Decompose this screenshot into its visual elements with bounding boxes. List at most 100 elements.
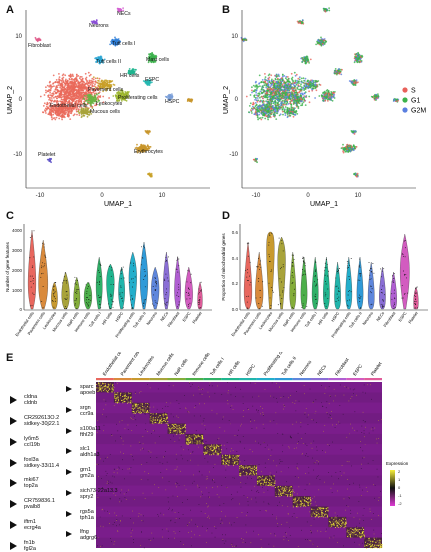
arrow-icon	[10, 438, 17, 446]
cluster-label: Platelet	[38, 152, 56, 158]
cluster-label: Proliferating cells	[118, 95, 158, 101]
arrow-icon	[66, 428, 72, 434]
cluster-label: ESPC	[145, 77, 159, 83]
cluster-label: Tuft cells I	[112, 41, 135, 47]
cluster-color-segment	[346, 378, 364, 380]
violin-mark	[346, 257, 352, 309]
gene-label: spry2	[80, 494, 93, 500]
cluster-label: Leukocytes	[96, 101, 123, 107]
y-tick: 2000	[12, 268, 23, 273]
arrow-icon	[66, 490, 72, 496]
arrow-icon	[66, 469, 72, 475]
cluster-color-segment	[203, 378, 221, 380]
cluster-label: Erythrocytes	[134, 149, 163, 155]
x-axis-label: UMAP_1	[310, 201, 338, 208]
violin-category-label: NECs	[159, 311, 169, 322]
cluster-label: NECs	[117, 11, 131, 17]
cluster-color-segment	[364, 378, 382, 380]
cluster-color-segment	[257, 378, 275, 380]
cluster-label: Fibroblast	[28, 43, 51, 49]
violin-d-marks	[244, 232, 418, 309]
violin-mito-plot: 0.6 0.4 0.2 0.0 Proportion of mitochondr…	[216, 212, 431, 352]
violin-category-label: Platelet	[191, 310, 203, 325]
arrow-icon	[66, 386, 72, 392]
legend-tick: 0	[398, 485, 401, 490]
y-tick: 0.0	[232, 307, 239, 312]
cluster-label: HR cells	[120, 73, 140, 79]
violin-mark	[28, 230, 36, 309]
legend-tick: 2	[398, 469, 401, 474]
umap-phase-plot: 10 0 -10 -10 0 10 UMAP_1 UMAP_2 S G1 G2M	[216, 0, 431, 210]
gene-label: ccr9a	[80, 411, 93, 417]
legend-dot-g1	[402, 97, 407, 102]
arrow-icon	[66, 531, 72, 537]
cluster-label: Mast cells	[146, 57, 169, 63]
x-tick: 10	[159, 193, 166, 199]
cluster-color-segment	[96, 378, 114, 380]
y-axis-label: UMAP_2	[7, 86, 14, 114]
violin-mark	[118, 267, 124, 309]
legend-gradient	[390, 470, 395, 506]
heatmap-column-label: Neurons	[298, 359, 312, 377]
y-tick: 0	[19, 97, 23, 103]
violin-mark	[107, 264, 115, 309]
cluster-color-segment	[168, 378, 186, 380]
y-tick: -10	[229, 152, 238, 158]
y-tick: 0	[235, 97, 239, 103]
cluster-color-segment	[185, 378, 203, 380]
umap-clusters-plot: 10 0 -10 -10 0 10 UMAP_1 UMAP_2 NECs Neu…	[0, 0, 216, 210]
violin-mark	[129, 252, 137, 309]
violin-mark	[39, 240, 48, 309]
violin-category-label: Platelet	[407, 310, 419, 325]
arrow-icon	[10, 459, 17, 467]
x-tick: -10	[36, 193, 45, 199]
violin-c-marks	[28, 230, 202, 309]
y-axis-label: UMAP_2	[223, 86, 230, 114]
cluster-label: Tuft cells II	[96, 59, 121, 65]
heatmap-column-label: HSPC	[245, 363, 257, 377]
y-tick: 3000	[12, 248, 23, 253]
cluster-label: Pavement cells	[88, 87, 124, 93]
heatmap-column-label: Mucous cells	[155, 352, 175, 377]
y-tick: 0.4	[232, 256, 239, 261]
cluster-color-segment	[293, 378, 311, 380]
heatmap-column-label: NaR cells	[173, 357, 189, 377]
violin-mark	[174, 257, 180, 309]
umap-b-points	[241, 7, 400, 177]
violin-mark	[267, 232, 275, 309]
cluster-color-segment	[114, 378, 132, 380]
violin-mark	[323, 257, 329, 309]
violin-mark	[357, 257, 363, 309]
legend-label: G2M	[411, 108, 426, 115]
violin-features-plot: 4000 3000 2000 1000 0 Number of gene fea…	[0, 212, 216, 352]
gene-label: fgl2a	[24, 546, 36, 552]
arrow-icon	[66, 448, 72, 454]
violin-mark	[290, 252, 296, 309]
violin-category-label: NECs	[375, 311, 385, 322]
x-tick: 0	[100, 193, 104, 199]
heatmap-column-label: NECs	[316, 363, 327, 376]
heatmap-legend: Expression 2 1 0 -1 -2	[386, 461, 409, 506]
arrow-icon	[10, 521, 17, 529]
heatmap-color-bar	[96, 378, 382, 380]
violin-mark	[312, 257, 318, 309]
cluster-color-segment	[328, 378, 346, 380]
legend-label: S	[411, 88, 416, 95]
cluster-color-segment	[221, 378, 239, 380]
cluster-color-segment	[311, 378, 329, 380]
cluster-label: Endothelial cells	[50, 103, 88, 109]
heatmap-column-label: Tuft cells II	[280, 356, 297, 377]
heatmap-column-label: Immune cells	[191, 352, 211, 377]
gene-label: pvalb8	[24, 504, 40, 510]
y-tick: 10	[231, 34, 238, 40]
violin-category-label: ESPC	[397, 311, 407, 323]
arrow-icon	[66, 511, 72, 517]
legend-title: Expression	[386, 461, 409, 466]
violin-category-label: HSPC	[114, 311, 125, 323]
gene-label: adgrg6	[80, 535, 97, 541]
phase-legend: S G1 G2M	[402, 87, 426, 114]
violin-category-label: Neurons	[145, 311, 158, 326]
gene-label: fthl29	[80, 432, 93, 438]
y-tick: 1000	[12, 288, 23, 293]
legend-label: G1	[411, 98, 420, 105]
